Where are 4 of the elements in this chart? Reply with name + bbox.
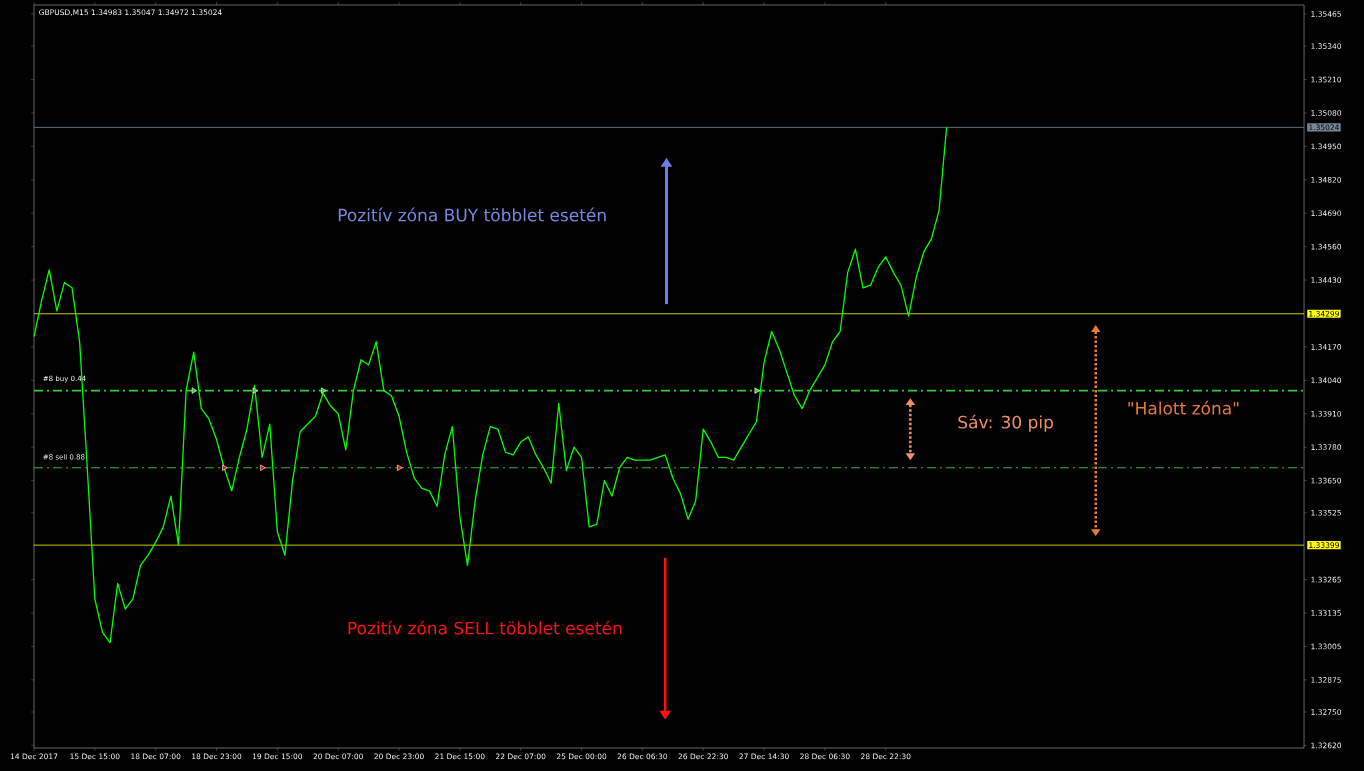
annotation: Sáv: 30 pip (958, 414, 1053, 432)
annotation: Pozitív zóna SELL többlet esetén (348, 620, 622, 635)
annotation: "Halott zóna" (1128, 400, 1239, 415)
annotation: Pozitív zóna BUY többlet esetén (338, 207, 606, 222)
